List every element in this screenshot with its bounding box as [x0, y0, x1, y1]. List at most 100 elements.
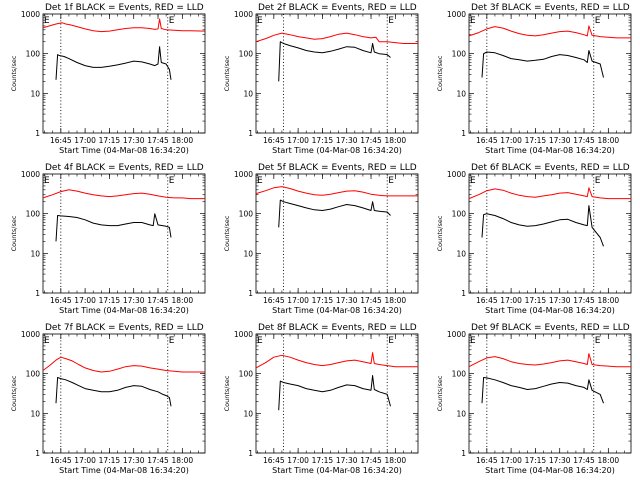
event-marker-start: E — [470, 336, 476, 346]
plot-frame — [42, 173, 206, 294]
y-axis-label: Counts/sec — [223, 55, 231, 91]
x-tick-label: 18:00 — [598, 136, 620, 145]
y-tick-label: 10 — [456, 89, 466, 98]
x-tick-label: 17:30 — [549, 456, 571, 465]
x-tick-label: 17:45 — [147, 136, 169, 145]
y-tick-label: 1 — [248, 289, 253, 298]
x-tick-label: 16:45 — [50, 456, 72, 465]
y-tick-label: 10 — [30, 409, 40, 418]
x-tick-label: 16:45 — [50, 136, 72, 145]
events-rate-line — [55, 46, 172, 80]
chart-title: Det 1f BLACK = Events, RED = LLD — [45, 3, 204, 13]
y-tick-label: 100 — [26, 370, 41, 379]
y-tick-label: 1 — [248, 449, 253, 458]
plot-frame — [42, 13, 206, 134]
y-axis-label: Counts/sec — [436, 215, 444, 251]
plot-frame — [468, 173, 632, 294]
x-tick-label: 17:00 — [74, 136, 96, 145]
chart-panel-9: Det 9f BLACK = Events, RED = LLD 1 10 100 10… — [436, 323, 632, 475]
event-marker-end: E — [388, 16, 394, 26]
x-tick-label: 17:00 — [500, 136, 522, 145]
event-marker-end: E — [595, 336, 601, 346]
chart-title: Det 7f BLACK = Events, RED = LLD — [45, 323, 204, 333]
events-rate-line — [278, 199, 391, 228]
x-tick-label: 17:30 — [123, 136, 145, 145]
x-tick-label: 17:30 — [123, 296, 145, 305]
y-tick-label: 100 — [26, 210, 41, 219]
plot-frame — [468, 333, 632, 454]
y-axis-label: Counts/sec — [10, 55, 18, 91]
x-tick-label: 18:00 — [385, 296, 407, 305]
y-tick-label: 1000 — [234, 330, 253, 339]
events-rate-line — [278, 41, 391, 82]
x-tick-label: 16:45 — [476, 296, 498, 305]
plot-frame — [255, 173, 419, 294]
event-marker-end: E — [388, 336, 394, 346]
x-axis-label: Start Time (04-Mar-08 16:34:20) — [59, 306, 189, 315]
y-tick-label: 10 — [456, 409, 466, 418]
chart-panel-4: Det 4f BLACK = Events, RED = LLD 1 10 100 10… — [10, 163, 206, 315]
y-tick-label: 1 — [461, 289, 466, 298]
x-tick-label: 17:45 — [147, 296, 169, 305]
x-tick-label: 17:15 — [525, 456, 547, 465]
lld-rate-line — [255, 32, 418, 44]
y-tick-label: 100 — [452, 210, 467, 219]
events-rate-line — [481, 50, 604, 78]
lld-rate-line — [255, 352, 418, 369]
x-tick-label: 17:15 — [312, 296, 334, 305]
x-tick-label: 17:45 — [360, 296, 382, 305]
x-tick-label: 17:15 — [99, 136, 121, 145]
lld-rate-line — [468, 25, 631, 39]
x-tick-label: 18:00 — [172, 456, 194, 465]
event-marker-end: E — [169, 16, 175, 26]
x-tick-label: 17:30 — [549, 296, 571, 305]
x-tick-label: 18:00 — [172, 136, 194, 145]
y-tick-label: 1 — [35, 129, 40, 138]
chart-panel-7: Det 7f BLACK = Events, RED = LLD 1 10 100 10… — [10, 323, 206, 475]
x-tick-label: 17:45 — [573, 456, 595, 465]
event-marker-end: E — [169, 176, 175, 186]
chart-title: Det 8f BLACK = Events, RED = LLD — [258, 323, 417, 333]
x-axis-label: Start Time (04-Mar-08 16:34:20) — [485, 466, 615, 475]
y-tick-label: 100 — [239, 50, 254, 59]
x-tick-label: 16:45 — [50, 296, 72, 305]
x-tick-label: 17:45 — [573, 296, 595, 305]
event-marker-end: E — [595, 176, 601, 186]
x-tick-label: 17:15 — [99, 456, 121, 465]
lld-rate-line — [42, 356, 205, 373]
y-tick-label: 1000 — [234, 170, 253, 179]
event-marker-start: E — [470, 176, 476, 186]
x-tick-label: 16:45 — [263, 136, 285, 145]
y-tick-label: 100 — [452, 50, 467, 59]
y-tick-label: 1 — [35, 449, 40, 458]
chart-panel-8: Det 8f BLACK = Events, RED = LLD 1 10 100 10… — [223, 323, 419, 475]
y-tick-label: 1000 — [21, 10, 40, 19]
y-axis-label: Counts/sec — [223, 215, 231, 251]
x-axis-label: Start Time (04-Mar-08 16:34:20) — [272, 146, 402, 155]
y-tick-label: 10 — [243, 89, 253, 98]
chart-title: Det 4f BLACK = Events, RED = LLD — [45, 163, 204, 173]
event-marker-start: E — [470, 16, 476, 26]
x-axis-label: Start Time (04-Mar-08 16:34:20) — [272, 466, 402, 475]
event-marker-end: E — [595, 16, 601, 26]
chart-title: Det 3f BLACK = Events, RED = LLD — [471, 3, 630, 13]
events-rate-line — [481, 205, 604, 247]
lld-rate-line — [255, 186, 418, 197]
chart-panel-2: Det 2f BLACK = Events, RED = LLD 1 10 100 10… — [223, 3, 419, 155]
y-tick-label: 1 — [461, 129, 466, 138]
x-tick-label: 17:15 — [99, 296, 121, 305]
x-tick-label: 17:45 — [573, 136, 595, 145]
y-tick-label: 100 — [452, 370, 467, 379]
y-tick-label: 10 — [30, 89, 40, 98]
events-rate-line — [481, 377, 604, 404]
x-tick-label: 17:15 — [312, 456, 334, 465]
y-tick-label: 1 — [35, 289, 40, 298]
y-tick-label: 1000 — [234, 10, 253, 19]
y-tick-label: 1 — [461, 449, 466, 458]
x-axis-label: Start Time (04-Mar-08 16:34:20) — [485, 306, 615, 315]
x-tick-label: 17:00 — [500, 296, 522, 305]
plot-frame — [255, 13, 419, 134]
chart-title: Det 9f BLACK = Events, RED = LLD — [471, 323, 630, 333]
x-tick-label: 16:45 — [263, 296, 285, 305]
